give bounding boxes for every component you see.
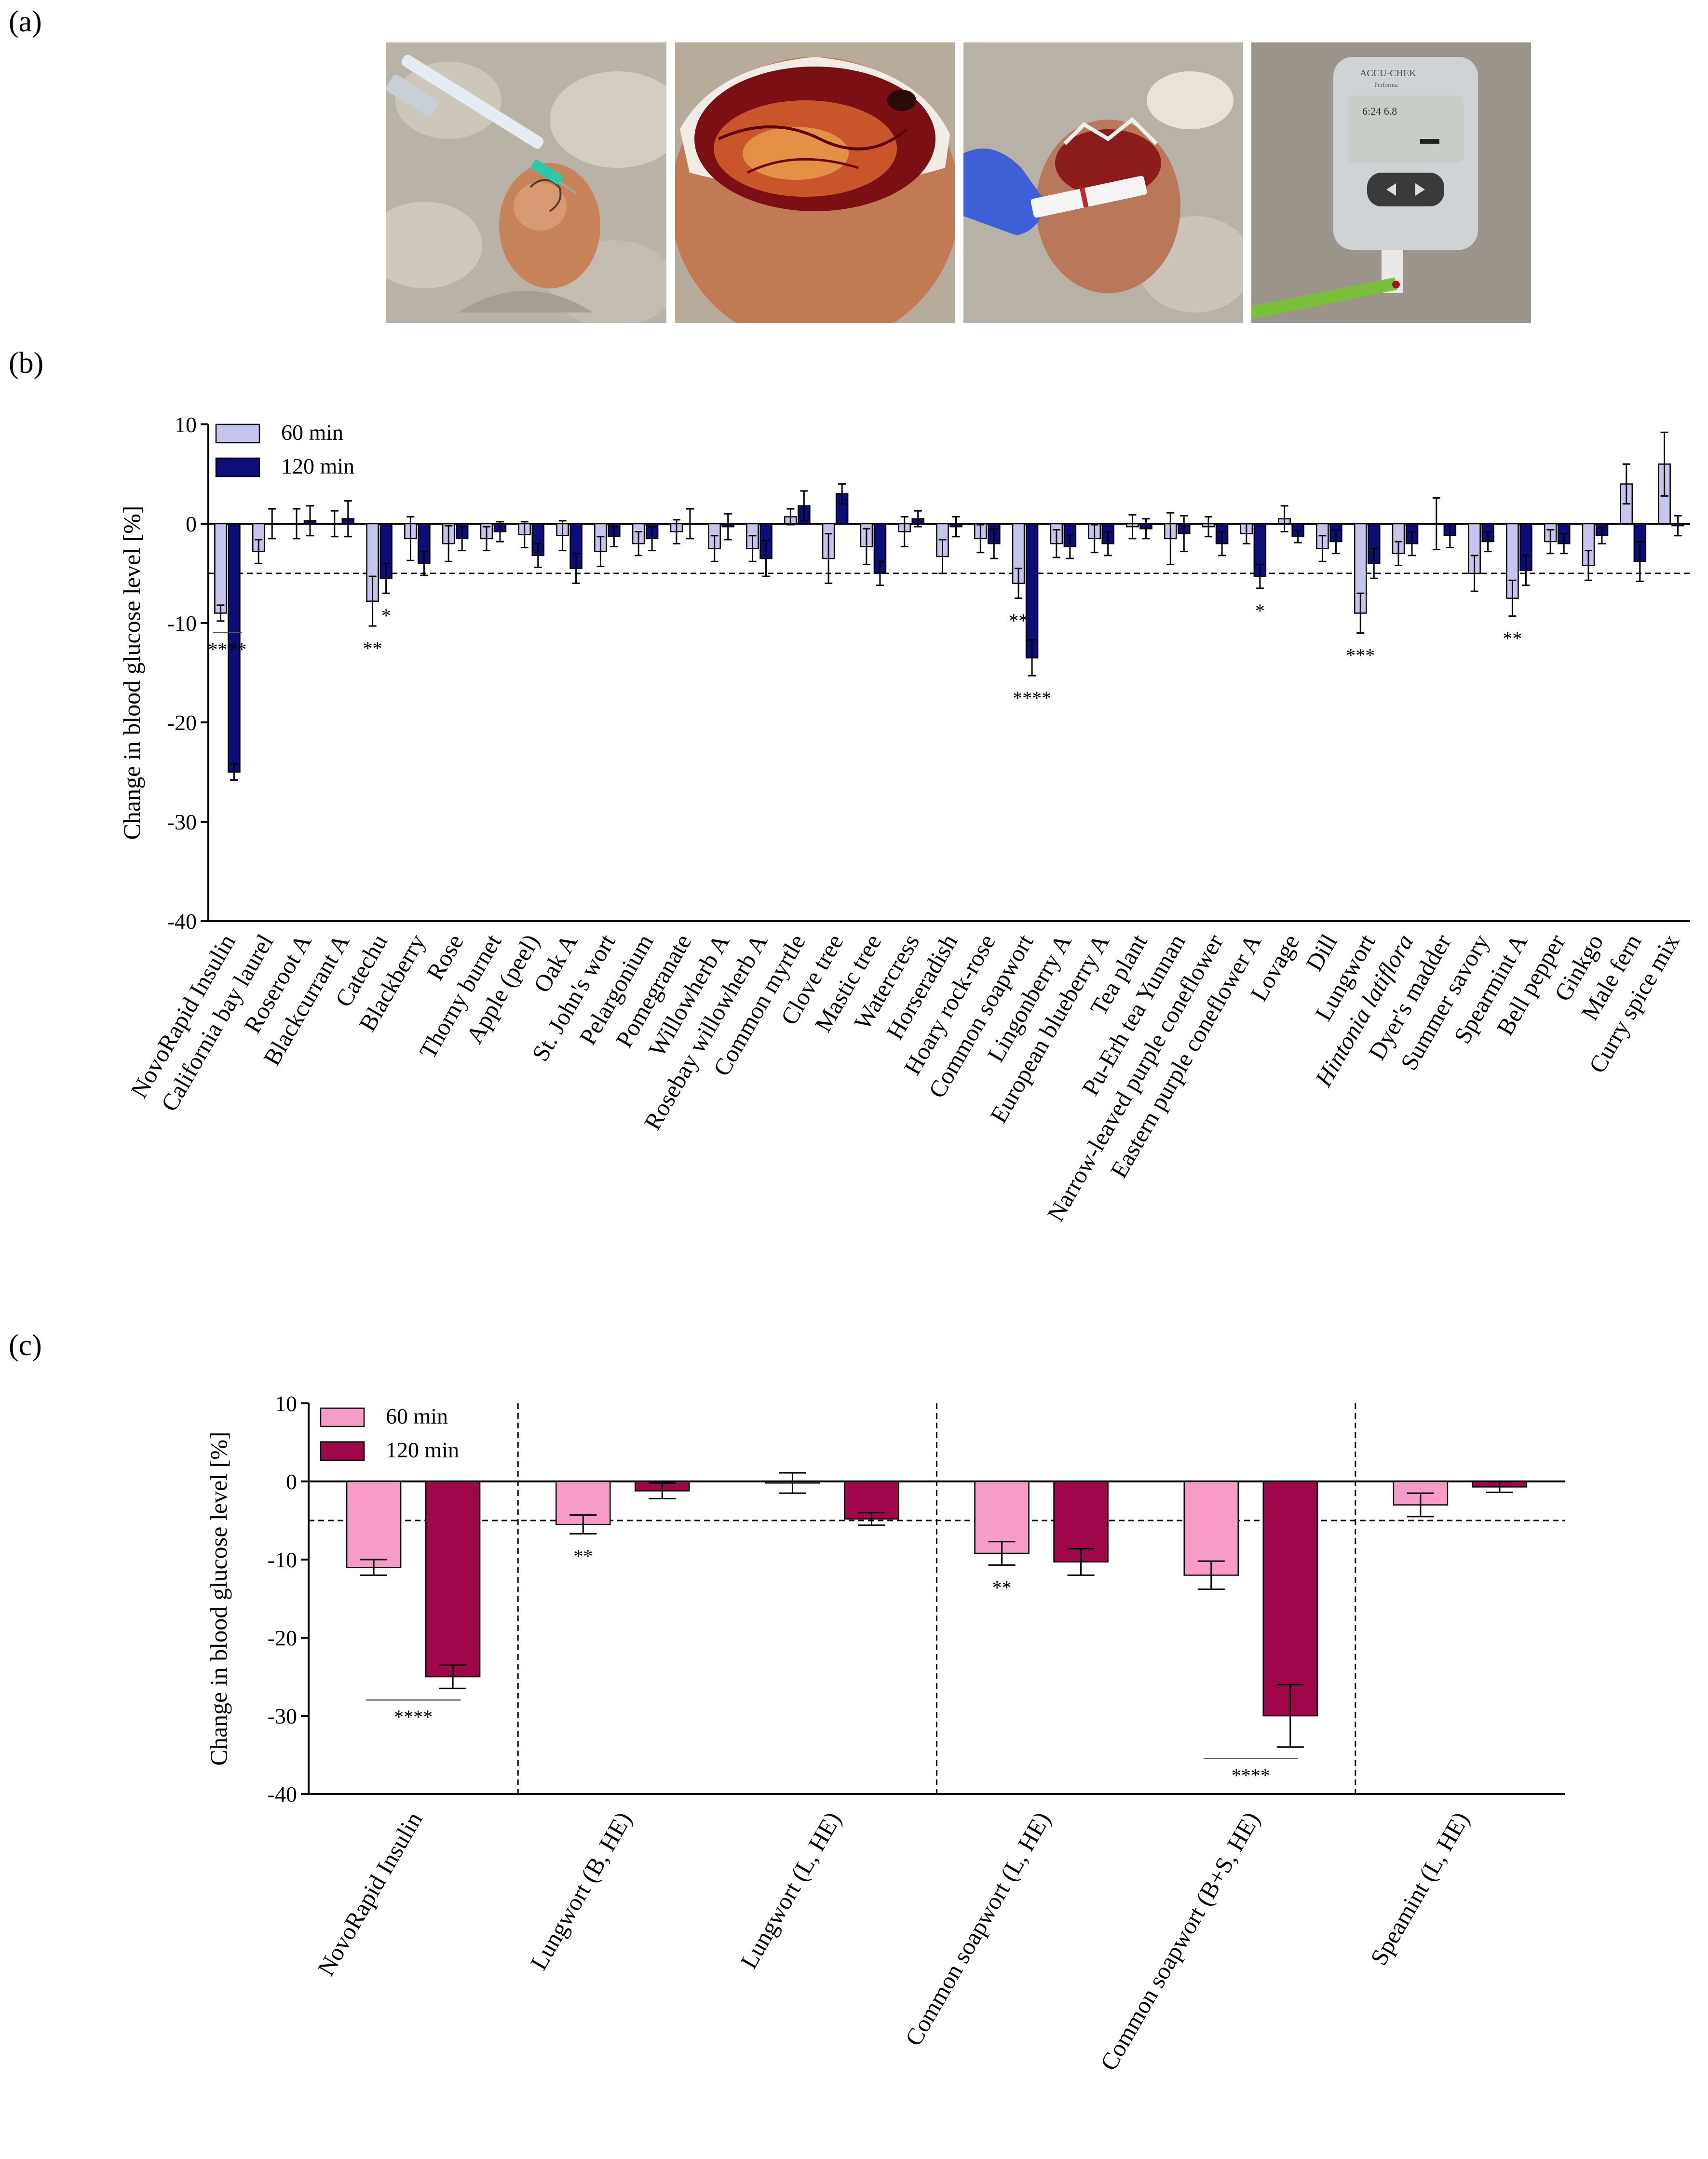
significance-label: ** xyxy=(573,1546,593,1567)
significance-label: *** xyxy=(1346,645,1375,666)
test-strip-icon xyxy=(1030,176,1147,218)
significance-label: ** xyxy=(1503,628,1522,650)
y-tick-label: 10 xyxy=(275,1391,297,1416)
y-tick-label: -10 xyxy=(167,611,197,636)
legend-label: 120 min xyxy=(386,1438,459,1462)
photo-egg-injection xyxy=(386,42,666,323)
y-tick-label: 0 xyxy=(186,512,197,536)
legend-swatch xyxy=(320,1407,365,1427)
y-tick-label: -40 xyxy=(268,1782,297,1806)
photo-glucometer: 6:24 6.8 ACCU-CHEK Performa xyxy=(1251,42,1531,323)
panel-label-b: (b) xyxy=(9,347,44,380)
bar xyxy=(1262,1480,1318,1717)
panel-label-a: (a) xyxy=(9,5,42,38)
svg-text:6:24 6.8: 6:24 6.8 xyxy=(1362,105,1397,117)
significance-label: ** xyxy=(992,1576,1012,1598)
y-tick-label: -30 xyxy=(167,810,197,834)
photo-opened-egg xyxy=(675,42,955,323)
y-tick-label: 10 xyxy=(175,412,197,437)
significance-label: ** xyxy=(363,638,382,659)
y-tick-label: -10 xyxy=(268,1548,297,1572)
syringe-icon xyxy=(401,54,544,149)
legend-label: 60 min xyxy=(386,1404,448,1428)
bar xyxy=(425,1480,481,1678)
significance-label: * xyxy=(1255,600,1265,622)
x-tick-label: Speamint (L, HE) xyxy=(1365,1807,1475,1970)
significance-label: **** xyxy=(1232,1765,1270,1786)
significance-label: **** xyxy=(1013,687,1051,709)
x-tick-label: Common soapwort (B+S, HE) xyxy=(1095,1807,1265,2075)
bar xyxy=(380,523,393,579)
y-axis-label: Change in blood glucose level [%] xyxy=(118,506,145,840)
x-tick-label: Common soapwort (L, HE) xyxy=(900,1807,1056,2050)
meter-model: Performa xyxy=(1374,81,1398,88)
y-tick-label: -20 xyxy=(167,710,197,735)
y-tick-label: 0 xyxy=(286,1469,297,1494)
y-tick-label: -20 xyxy=(268,1626,297,1650)
photo-blood-sampling xyxy=(963,42,1243,323)
significance-label: * xyxy=(381,605,391,626)
chart-b: 10 0 -10 -20 -30 -40 Change in blood glucose l… xyxy=(118,412,1690,1226)
chart-c: 10 0 -10 -20 -30 -40 Change in blood glucose l… xyxy=(205,1391,1565,2075)
legend-label: 60 min xyxy=(281,420,343,445)
bar xyxy=(214,523,227,614)
photo-strip: 6:24 6.8 ACCU-CHEK Performa xyxy=(386,42,1531,323)
legend-swatch xyxy=(320,1441,365,1461)
y-tick-label: -40 xyxy=(167,909,197,934)
x-tick-label: NovoRapid Insulin xyxy=(312,1807,427,1981)
y-axis-label: Change in blood glucose level [%] xyxy=(205,1432,232,1766)
x-tick-label: Lungwort (L, HE) xyxy=(735,1807,846,1973)
significance-label: ** xyxy=(1009,610,1028,632)
legend-swatch xyxy=(215,457,260,477)
bar xyxy=(1025,523,1039,659)
y-tick-label: -30 xyxy=(268,1704,297,1728)
legend-label: 120 min xyxy=(281,454,354,478)
panel-label-c: (c) xyxy=(9,1329,42,1362)
legend-swatch xyxy=(215,423,260,444)
bar xyxy=(346,1480,402,1568)
significance-label: **** xyxy=(208,638,246,660)
x-tick-label: Lungwort (B, HE) xyxy=(525,1807,637,1975)
meter-brand: ACCU-CHEK xyxy=(1360,68,1416,79)
glove-icon xyxy=(963,149,1045,235)
significance-label: **** xyxy=(394,1706,433,1727)
